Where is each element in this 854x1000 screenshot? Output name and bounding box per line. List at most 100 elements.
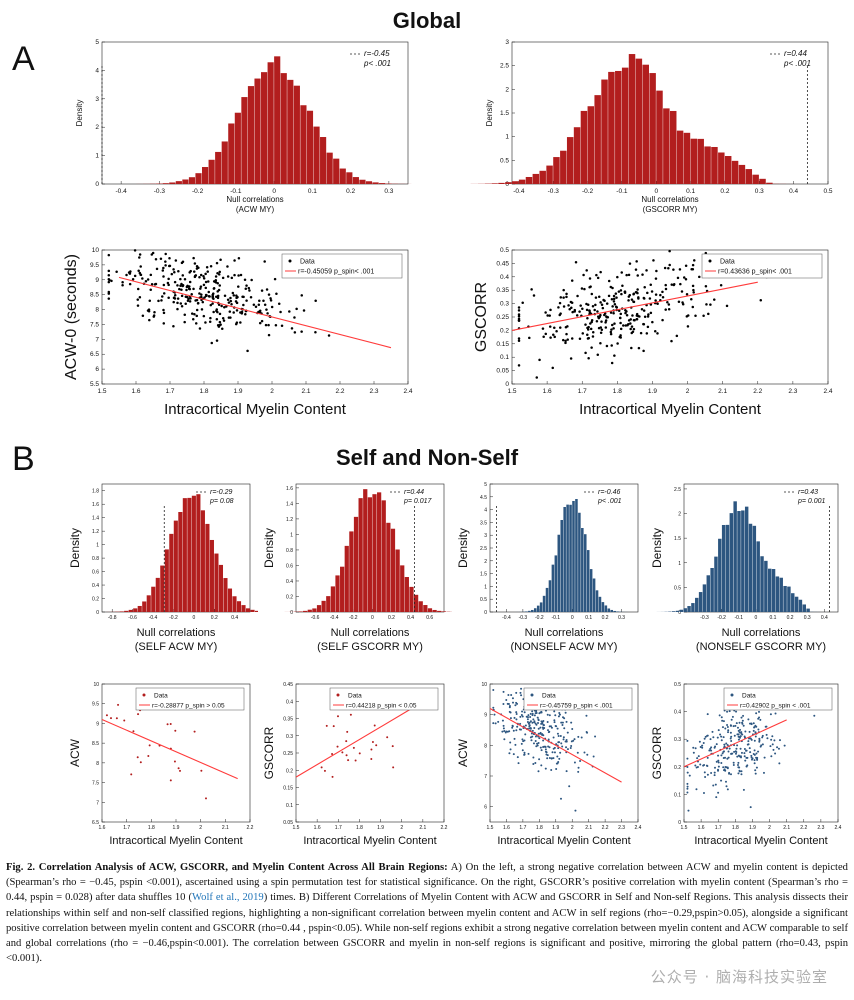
s1-point: [193, 262, 197, 265]
s1-point: [266, 312, 269, 315]
s2-point: [627, 273, 631, 277]
h4-legend-r: r=0.44: [404, 489, 424, 496]
h4-xtick-label: 0.4: [407, 615, 414, 621]
s6-ytick-label: 0.1: [674, 792, 681, 798]
s1-point: [187, 287, 191, 291]
s3-ytick-label: 10: [93, 682, 99, 688]
s5-point: [537, 732, 540, 735]
h3-bar: [178, 511, 183, 612]
s5-point: [525, 715, 528, 718]
s5-point: [503, 730, 506, 733]
s1-point: [162, 311, 166, 315]
s6-point: [759, 718, 762, 721]
h6-bar: [671, 611, 676, 612]
s4-ytick-label: 0.45: [283, 682, 293, 688]
s6-point: [717, 791, 720, 794]
s6-point: [710, 771, 713, 774]
s6-legend-marker: [730, 693, 734, 697]
h6-bar: [775, 576, 780, 612]
h6-xtick-label: 0.3: [804, 615, 811, 621]
s5-point: [555, 743, 558, 746]
s2-point: [684, 264, 688, 267]
h2-xtick-label: -0.4: [513, 188, 525, 195]
s6-point: [720, 739, 723, 742]
s2-point: [645, 332, 649, 335]
h2-bar: [690, 138, 698, 184]
s2-point: [670, 283, 674, 286]
s1-point: [139, 273, 142, 276]
s2-point: [574, 261, 578, 264]
h6-xtick-label: -0.1: [734, 615, 743, 621]
s5-point: [532, 718, 535, 721]
s1-point: [160, 299, 163, 302]
s1-point: [161, 295, 164, 298]
s6-point: [712, 784, 715, 787]
s5-point: [546, 721, 549, 724]
s2-fit-line: [511, 281, 758, 331]
s6-point: [702, 792, 705, 795]
s1-point: [314, 331, 317, 334]
h3-bar: [200, 510, 205, 612]
s5-point: [517, 762, 520, 765]
global-title: Global: [392, 8, 462, 33]
h2-bar: [601, 79, 608, 184]
s5-point: [515, 701, 518, 704]
s2-point: [616, 342, 619, 345]
s3-xtick-label: 2.2: [247, 825, 254, 831]
h3-legend-r: r=-0.29: [210, 489, 232, 496]
s1-point: [280, 324, 284, 327]
s5-point: [535, 723, 538, 726]
s1-point: [136, 298, 140, 301]
s1-point: [179, 302, 183, 305]
s5-ytick-label: 6: [484, 805, 487, 811]
h5-bar: [607, 608, 611, 612]
s2-point: [619, 321, 622, 325]
h1-bar: [201, 167, 209, 184]
s2-legend-fit: r=0.43636 p_spin< .001: [718, 269, 792, 276]
h6-bar: [725, 524, 730, 612]
s2-point: [664, 283, 667, 287]
s5-point: [573, 761, 576, 764]
h4-bar: [353, 516, 359, 612]
s6-point: [774, 712, 777, 715]
s5-point: [505, 699, 508, 702]
h4-ytick-label: 1.2: [286, 517, 293, 523]
h1-bar: [221, 141, 228, 184]
s2-point: [642, 322, 645, 326]
h3-xtick-label: -0.4: [149, 615, 158, 621]
s1-point: [231, 291, 235, 295]
s2-point: [667, 267, 670, 270]
h3-bar: [146, 595, 151, 612]
s5-point: [512, 753, 515, 756]
s6-point: [719, 733, 722, 736]
s2-point: [561, 338, 565, 342]
s1-point: [246, 349, 249, 353]
s2-point: [652, 259, 655, 262]
s6-point: [750, 754, 753, 757]
s2-point: [603, 312, 607, 315]
s1-point: [128, 282, 132, 286]
s2-point: [564, 326, 568, 329]
s5-point: [561, 721, 564, 724]
s1-point: [214, 275, 218, 278]
s1-xtick-label: 2.4: [403, 388, 412, 395]
h4-bar: [358, 498, 363, 612]
h4-bar: [367, 497, 372, 612]
s1-point: [205, 293, 208, 297]
s1-point: [107, 274, 111, 277]
s2-point: [672, 283, 676, 286]
caption-citation-link[interactable]: Wolf et al., 2019: [192, 892, 264, 904]
s1-point: [218, 320, 222, 324]
s2-point: [579, 304, 582, 307]
s6-point: [756, 757, 759, 760]
h2-bar: [615, 70, 622, 184]
h6-bar: [752, 525, 757, 612]
s1-point: [184, 295, 188, 298]
s2-point: [682, 276, 686, 279]
s5-point: [544, 745, 547, 748]
s5-point: [531, 729, 534, 732]
s4-fit-line: [295, 707, 413, 778]
h1-bar: [339, 168, 346, 184]
s5-point: [492, 688, 495, 691]
s6-point: [699, 763, 702, 766]
